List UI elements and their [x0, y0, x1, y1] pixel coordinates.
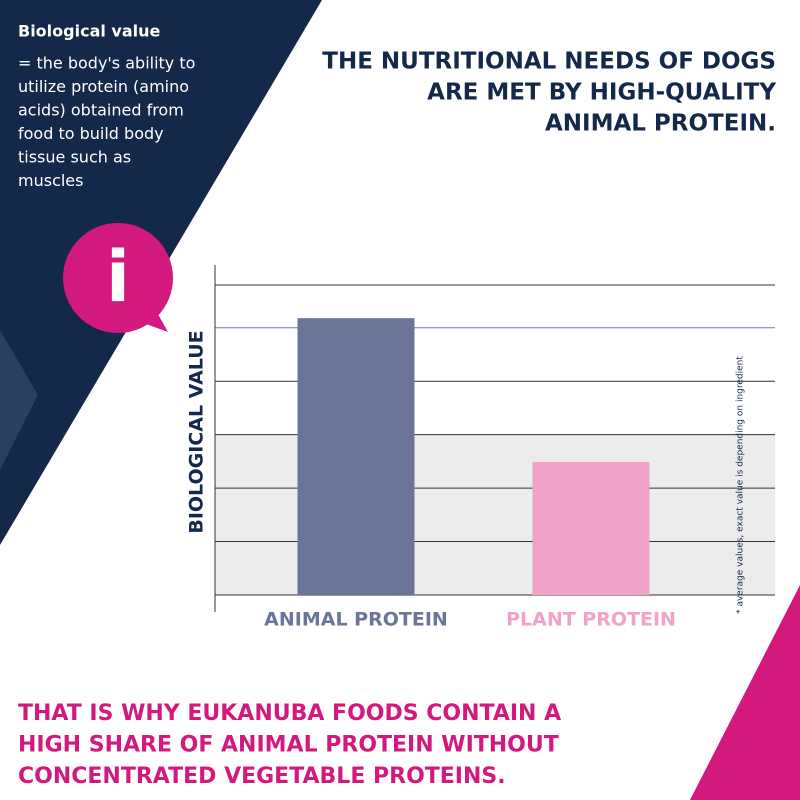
icon-letter: i: [106, 236, 130, 318]
x-tick-label: PLANT PROTEIN: [506, 609, 676, 631]
magenta-corner: [690, 585, 800, 800]
icon-circle: [63, 223, 173, 333]
info-text: food to build body: [18, 124, 164, 143]
bar: [297, 318, 415, 595]
info-text: tissue such as: [18, 148, 131, 167]
title-line: ARE MET BY HIGH-QUALITY: [427, 80, 776, 106]
icon-tail: [135, 300, 168, 332]
info-text: acids) obtained from: [18, 101, 184, 120]
info-title: Biological value: [18, 22, 161, 41]
shade-triangle: [0, 330, 38, 470]
info-icon: i: [63, 223, 173, 333]
info-text: utilize protein (amino: [18, 77, 189, 96]
y-axis-label: BIOLOGICAL VALUE: [186, 330, 208, 533]
title-line: THE NUTRITIONAL NEEDS OF DOGS: [322, 49, 776, 75]
info-text: = the body's ability to: [18, 54, 195, 73]
conclusion-line: CONCENTRATED VEGETABLE PROTEINS.: [18, 764, 506, 789]
bar: [532, 461, 650, 595]
conclusion-line: THAT IS WHY EUKANUBA FOODS CONTAIN A: [18, 701, 561, 726]
footnote: * average values, exact value is dependi…: [736, 356, 746, 614]
info-text: muscles: [18, 171, 83, 190]
x-tick-label: ANIMAL PROTEIN: [264, 609, 448, 631]
conclusion-line: HIGH SHARE OF ANIMAL PROTEIN WITHOUT: [18, 733, 559, 758]
title-line: ANIMAL PROTEIN.: [545, 111, 776, 137]
